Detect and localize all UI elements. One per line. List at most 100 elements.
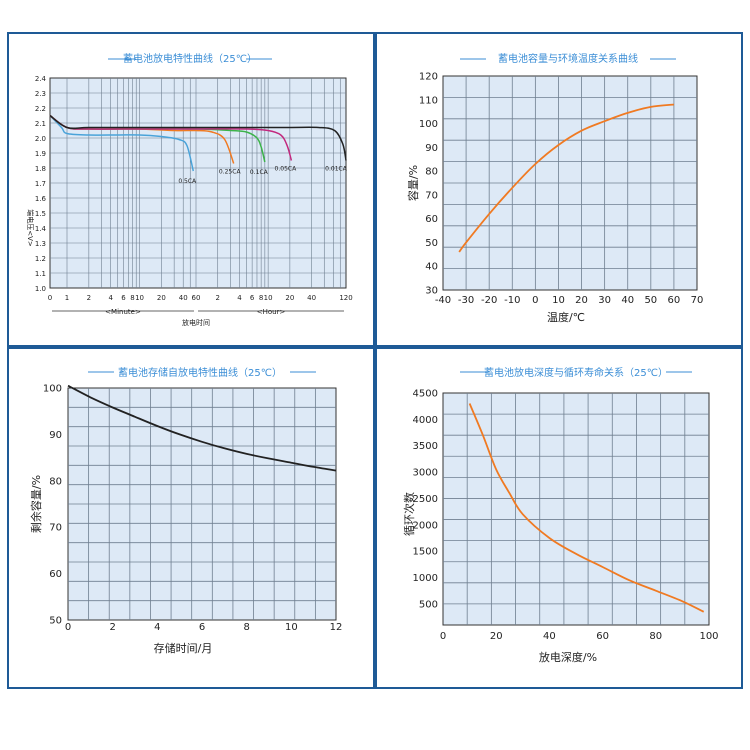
y-tick-label: 40	[425, 262, 438, 273]
series-end-label: 0.01CA	[325, 166, 348, 173]
y-tick-labels: 50 60 70 80 90 100	[43, 384, 62, 627]
y-tick-label: 4000	[413, 415, 438, 426]
x-tick-label: 40	[179, 294, 188, 302]
x-tick-labels: 0 1 2 4 6 8 10 20 40 60 2 4 6 8 10 20 40 120	[48, 294, 353, 302]
y-tick-label: 1.3	[35, 240, 46, 248]
series-end-label: 0.05CA	[275, 166, 298, 173]
series-end-label: 0.1CA	[250, 169, 269, 176]
x-tick-label: -30	[458, 295, 474, 306]
x-tick-label: 40	[543, 631, 556, 642]
x-tick-label: 20	[157, 294, 166, 302]
y-tick-label: 70	[425, 190, 438, 201]
x-tick-label: 2	[109, 622, 115, 633]
y-tick-labels: 30 40 50 60 70 80 90 100 110 120	[419, 72, 438, 297]
chart-title: 蓄电池存储自放电特性曲线（25℃）	[118, 366, 282, 379]
series-end-label: 0.5CA	[178, 178, 197, 185]
x-tick-label: 120	[339, 294, 352, 302]
x-tick-label: 60	[596, 631, 609, 642]
x-tick-label: 50	[644, 295, 657, 306]
x-tick-label: 100	[699, 631, 718, 642]
series-line	[468, 403, 705, 613]
x-tick-label: 80	[649, 631, 662, 642]
y-axis-label: 端电压<V>	[26, 209, 35, 247]
x-axis-label: 温度/℃	[547, 310, 585, 324]
x-tick-label: 8	[130, 294, 134, 302]
y-tick-label: 2.0	[35, 135, 46, 143]
y-tick-label: 80	[425, 167, 438, 178]
x-tick-label: 8	[243, 622, 249, 633]
chart-self-discharge: 蓄电池存储自放电特性曲线（25℃） 50 60 70 80 90 100 0 2 4 6 8 10 1…	[29, 366, 342, 655]
plot-area	[442, 392, 710, 626]
y-tick-label: 2.1	[35, 120, 46, 128]
chart-title: 蓄电池放电特性曲线（25℃）	[123, 52, 257, 65]
y-tick-label: 1.8	[35, 165, 46, 173]
x-tick-label: 10	[264, 294, 273, 302]
x-tick-label: 20	[575, 295, 588, 306]
minute-unit-label: <Minute>	[105, 308, 141, 316]
y-tick-label: 50	[49, 616, 62, 627]
x-tick-label: 8	[259, 294, 263, 302]
x-tick-label: 0	[440, 631, 446, 642]
data-series	[458, 103, 674, 253]
y-tick-labels: 2.4 2.3 2.2 2.1 2.0 1.9 1.8 1.7 1.6 1.5 1.4 1.3 1.2 1…	[35, 75, 47, 293]
x-tick-label: 1	[65, 294, 69, 302]
series-line	[49, 114, 347, 161]
y-tick-label: 2.4	[35, 75, 47, 83]
x-tick-label: -40	[435, 295, 451, 306]
series-end-label: 0.25CA	[219, 169, 242, 176]
x-tick-label: 0	[532, 295, 538, 306]
y-tick-label: 2.2	[35, 105, 46, 113]
y-tick-label: 30	[425, 286, 438, 297]
y-tick-label: 1.6	[35, 195, 47, 203]
hour-unit-label: <Hour>	[257, 308, 286, 316]
x-tick-label: -20	[481, 295, 497, 306]
y-tick-label: 70	[49, 523, 62, 534]
y-tick-label: 3500	[413, 441, 438, 452]
x-tick-label: 2	[87, 294, 91, 302]
x-tick-label: 0	[48, 294, 52, 302]
x-tick-label: 6	[250, 294, 255, 302]
y-tick-label: 100	[419, 119, 438, 130]
x-tick-label: 6	[121, 294, 126, 302]
x-tick-label: 4	[237, 294, 242, 302]
y-tick-label: 60	[49, 569, 62, 580]
x-axis-label: 放电深度/%	[539, 650, 597, 664]
x-tick-label: 10	[552, 295, 565, 306]
x-tick-label: 4	[154, 622, 160, 633]
y-tick-label: 2000	[413, 520, 438, 531]
x-tick-label: 6	[199, 622, 205, 633]
y-tick-label: 1500	[413, 547, 438, 558]
x-tick-label: -10	[504, 295, 520, 306]
x-tick-label: 60	[192, 294, 201, 302]
x-tick-labels: 0 20 40 60 80 100	[440, 631, 719, 642]
x-tick-label: 2	[215, 294, 219, 302]
x-tick-label: 0	[65, 622, 71, 633]
y-tick-label: 1.7	[35, 180, 46, 188]
x-tick-label: 40	[307, 294, 316, 302]
x-tick-label: 70	[691, 295, 704, 306]
y-tick-labels: 500 1000 1500 2000 2500 3000 3500 4000 4500	[413, 389, 438, 611]
chart-title: 蓄电池放电深度与循环寿命关系（25℃）	[484, 366, 668, 379]
y-tick-label: 100	[43, 384, 62, 395]
x-tick-labels: -40 -30 -20 -10 0 10 20 30 40 50 60 70	[435, 295, 704, 306]
y-tick-label: 1.4	[35, 225, 47, 233]
y-tick-label: 90	[425, 143, 438, 154]
y-tick-label: 1.5	[35, 210, 46, 218]
x-tick-label: 4	[108, 294, 113, 302]
x-tick-label: 40	[621, 295, 634, 306]
chart-discharge-characteristics: 蓄电池放电特性曲线（25℃） 0.5CA 0.25CA 0.1CA 0.05CA 0.0…	[26, 52, 353, 327]
data-series	[67, 384, 337, 472]
y-tick-label: 120	[419, 72, 438, 83]
x-axis-label: 放电时间	[182, 318, 210, 327]
y-tick-label: 50	[425, 238, 438, 249]
chart-cycle-life: 蓄电池放电深度与循环寿命关系（25℃） 50010001500200025003…	[402, 366, 719, 664]
x-tick-label: 20	[490, 631, 503, 642]
x-tick-label: 60	[668, 295, 681, 306]
time-unit-arrows: <Minute> <Hour>	[52, 308, 344, 316]
x-tick-label: 30	[598, 295, 611, 306]
series-line	[49, 114, 293, 161]
x-tick-labels: 0 2 4 6 8 10 12	[65, 622, 343, 633]
grid-lines	[68, 388, 336, 620]
